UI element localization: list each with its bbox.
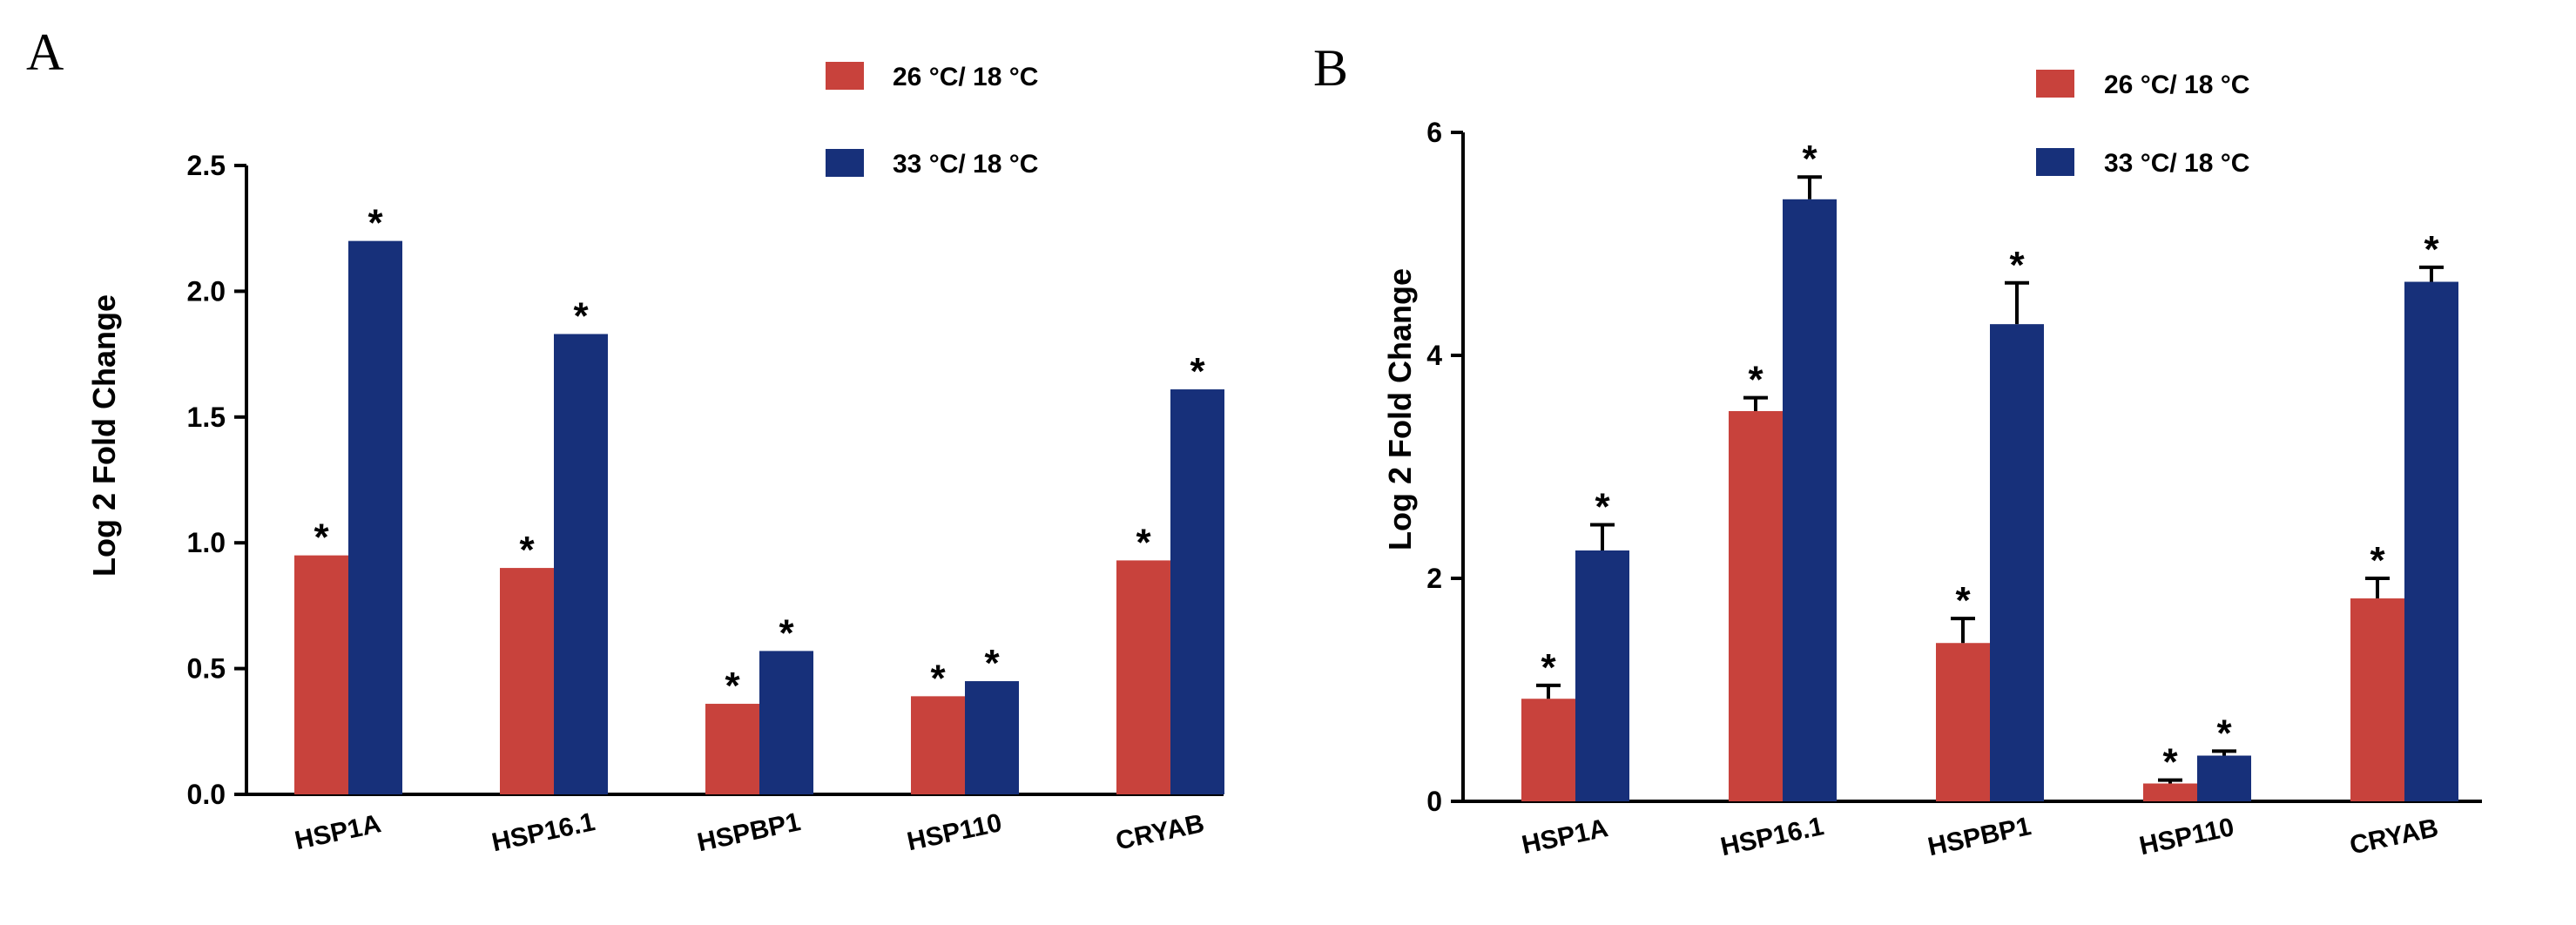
- bar-series2-hspbp1: [759, 651, 813, 794]
- legend-label-2: 33 °C/ 18 °C: [2104, 149, 2249, 178]
- panel-b: B 0 2 4 6 Log 2 Fold Change * * HSP1A * * HSP16.1 * *…: [1313, 39, 2482, 861]
- significance-star: *: [779, 611, 794, 654]
- significance-star: *: [1541, 646, 1556, 689]
- bar-series2-cryab: [1170, 389, 1224, 794]
- x-tick-label: HSPBP1: [1925, 812, 2033, 861]
- error-bar: [1951, 617, 1975, 644]
- bar-series1-hspbp1: [1936, 643, 1990, 801]
- error-bar: [2419, 265, 2444, 282]
- legend-swatch-2: [826, 149, 864, 177]
- bar-series2-hspbp1: [1990, 324, 2044, 801]
- significance-star: *: [573, 294, 589, 337]
- legend-label-2: 33 °C/ 18 °C: [893, 150, 1038, 179]
- significance-star: *: [2370, 539, 2385, 582]
- bar-series1-hsp1a: [294, 555, 348, 794]
- x-tick-label: HSP1A: [293, 809, 384, 855]
- x-tick-label: CRYAB: [1113, 809, 1206, 856]
- y-tick-label: 2.5: [187, 150, 226, 181]
- significance-star: *: [1748, 359, 1763, 402]
- bar-series2-hsp110: [2197, 755, 2251, 801]
- y-axis-title: Log 2 Fold Change: [86, 294, 122, 577]
- significance-star: *: [1136, 521, 1151, 564]
- y-tick-label: 1.5: [187, 402, 226, 433]
- y-axis-title: Log 2 Fold Change: [1382, 268, 1418, 550]
- y-tick-label: 4: [1426, 340, 1442, 371]
- panel-letter-a: A: [26, 24, 64, 81]
- x-tick-label: HSP1A: [1520, 814, 1611, 860]
- y-tick-label: 0: [1426, 786, 1442, 817]
- legend-swatch-2: [2036, 148, 2074, 176]
- significance-star: *: [1595, 486, 1610, 529]
- significance-star: *: [2162, 741, 2178, 784]
- panel-letter-b: B: [1313, 39, 1348, 97]
- significance-star: *: [2424, 228, 2439, 271]
- bar-series2-hsp161: [1783, 199, 1837, 802]
- x-tick-label: HSPBP1: [695, 807, 803, 857]
- significance-star: *: [519, 529, 535, 571]
- legend-label-1: 26 °C/ 18 °C: [893, 63, 1038, 91]
- y-tick-label: 0.0: [187, 779, 226, 810]
- error-bar: [2005, 280, 2029, 325]
- significance-star: *: [2009, 244, 2025, 287]
- significance-star: *: [314, 517, 329, 559]
- legend-label-1: 26 °C/ 18 °C: [2104, 71, 2249, 99]
- significance-star: *: [1190, 350, 1205, 393]
- x-tick-label: HSP110: [905, 808, 1005, 856]
- bar-series2-cryab: [2404, 281, 2458, 801]
- panel-a: A 0.0 0.5 1.0 1.5 2.0 2.5 Log 2 Fold Change * * HS…: [26, 24, 1224, 857]
- x-tick-label: HSP16.1: [1718, 812, 1826, 861]
- error-bar: [1590, 523, 1615, 550]
- legend-swatch-1: [826, 62, 864, 90]
- bar-series1-cryab: [1116, 560, 1170, 794]
- bar-series2-hsp161: [554, 334, 608, 795]
- error-bar: [1743, 395, 1768, 411]
- x-tick-label: HSP16.1: [489, 807, 597, 857]
- x-tick-label: CRYAB: [2347, 814, 2440, 861]
- significance-star: *: [725, 665, 740, 707]
- bar-series1-hsp161: [1729, 411, 1783, 801]
- bar-series2-hsp110: [965, 681, 1019, 794]
- y-tick-label: 2.0: [187, 275, 226, 307]
- error-bar: [2158, 778, 2182, 784]
- error-bar: [1797, 175, 1822, 199]
- y-tick-label: 2: [1426, 563, 1442, 594]
- significance-star: *: [1955, 579, 1971, 622]
- y-tick-label: 6: [1426, 117, 1442, 148]
- y-tick-label: 0.5: [187, 653, 226, 685]
- error-bar: [2365, 577, 2390, 599]
- bar-series2-hsp1a: [1575, 550, 1629, 801]
- bar-series2-hsp1a: [348, 240, 402, 794]
- y-tick-label: 1.0: [187, 527, 226, 558]
- bar-series1-hsp110: [2143, 783, 2197, 801]
- error-bar: [1536, 683, 1561, 699]
- bar-series1-cryab: [2350, 598, 2404, 801]
- x-tick-label: HSP110: [2137, 813, 2237, 861]
- bar-series1-hsp110: [911, 696, 965, 794]
- error-bar: [2212, 749, 2236, 756]
- significance-star: *: [368, 202, 383, 245]
- bar-series1-hsp161: [500, 568, 554, 794]
- bar-series1-hspbp1: [705, 704, 759, 794]
- significance-star: *: [984, 642, 1000, 685]
- significance-star: *: [930, 657, 946, 699]
- significance-star: *: [2216, 712, 2232, 754]
- bar-series1-hsp1a: [1521, 699, 1575, 801]
- significance-star: *: [1802, 138, 1817, 180]
- legend-swatch-1: [2036, 70, 2074, 98]
